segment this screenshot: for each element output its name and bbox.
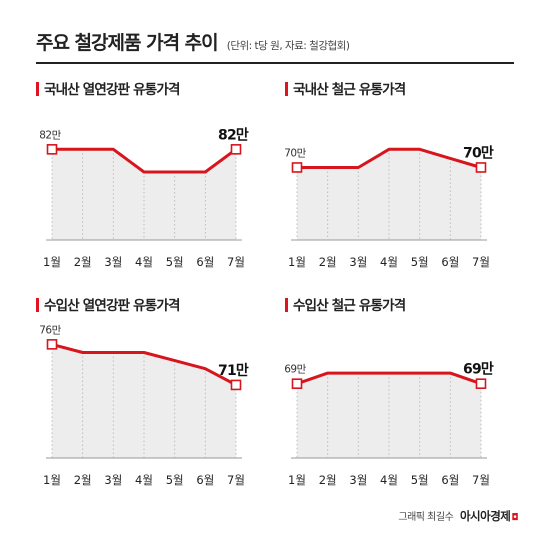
- month-tick-label: 4월: [380, 255, 398, 269]
- endpoint-marker: [46, 339, 58, 350]
- month-tick-label: 2월: [74, 473, 92, 487]
- month-tick-label: 6월: [196, 473, 214, 487]
- panel-title-domestic-rebar: 국내산 철근 유통가격: [285, 78, 406, 98]
- month-tick-label: 7월: [227, 255, 245, 269]
- month-tick-label: 3월: [104, 255, 122, 269]
- panel-accent-bar: [285, 298, 288, 312]
- month-tick-label: 4월: [135, 255, 153, 269]
- month-tick-label: 6월: [441, 473, 459, 487]
- start-value-label: 76만: [39, 324, 61, 336]
- panel-title-domestic-hot-rolled: 국내산 열연강판 유통가격: [36, 78, 180, 98]
- endpoint-marker: [46, 144, 58, 155]
- graphic-credit: 그래픽 최길수: [398, 512, 454, 523]
- panel-accent-bar: [36, 82, 39, 96]
- month-tick-label: 5월: [166, 255, 184, 269]
- month-tick-label: 1월: [288, 255, 306, 269]
- end-value-label: 82만: [218, 127, 249, 143]
- area-fill: [52, 149, 236, 240]
- endpoint-marker: [475, 162, 487, 173]
- end-value-label: 70만: [463, 145, 494, 161]
- month-tick-label: 6월: [441, 255, 459, 269]
- panel-accent-bar: [36, 298, 39, 312]
- endpoint-marker: [230, 379, 242, 391]
- end-value-label: 69만: [463, 362, 494, 378]
- unit-source-note: (단위: t당 원, 자료: 철강협회): [226, 40, 350, 52]
- month-tick-label: 5월: [166, 473, 184, 487]
- price-line: [51, 342, 237, 387]
- month-tick-label: 3월: [349, 255, 367, 269]
- month-tick-label: 2월: [74, 255, 92, 269]
- price-line: [52, 147, 237, 174]
- month-tick-label: 3월: [104, 473, 122, 487]
- panel-title-text: 국내산 철근 유통가격: [293, 82, 406, 98]
- month-tick-label: 4월: [380, 473, 398, 487]
- panel-title-text: 수입산 철근 유통가격: [293, 298, 406, 314]
- month-tick-label: 5월: [411, 473, 429, 487]
- panel-title-imported-hot-rolled: 수입산 열연강판 유통가격: [36, 294, 180, 314]
- brand-logo-mark: ◘: [511, 513, 518, 523]
- month-tick-label: 2월: [319, 473, 337, 487]
- month-tick-label: 1월: [43, 255, 61, 269]
- end-value-label: 71만: [218, 363, 249, 379]
- endpoint-marker: [291, 162, 303, 173]
- main-title: 주요 철강제품 가격 추이: [36, 32, 219, 54]
- panel-title-imported-rebar: 수입산 철근 유통가격: [285, 294, 406, 314]
- endpoint-marker: [291, 378, 303, 389]
- month-tick-label: 1월: [43, 473, 61, 487]
- start-value-label: 70만: [284, 147, 306, 159]
- price-line: [297, 147, 482, 169]
- month-tick-label: 3월: [349, 473, 367, 487]
- chart-header: 주요 철강제품 가격 추이 (단위: t당 원, 자료: 철강협회): [36, 28, 350, 55]
- month-tick-label: 5월: [411, 255, 429, 269]
- start-value-label: 69만: [284, 364, 306, 376]
- month-tick-label: 1월: [288, 473, 306, 487]
- price-line: [296, 371, 482, 386]
- month-tick-label: 6월: [196, 255, 214, 269]
- month-tick-label: 4월: [135, 473, 153, 487]
- area-fill: [297, 373, 481, 458]
- panel-title-text: 국내산 열연강판 유통가격: [44, 82, 180, 98]
- panel-title-text: 수입산 열연강판 유통가격: [44, 298, 180, 314]
- footer-credit: 그래픽 최길수 아시아경제◘: [398, 508, 518, 524]
- panel-accent-bar: [285, 82, 288, 96]
- endpoint-marker: [475, 378, 487, 389]
- month-tick-label: 7월: [472, 473, 490, 487]
- publisher-brand: 아시아경제: [459, 509, 511, 523]
- start-value-label: 82만: [39, 129, 61, 141]
- header-rule: [36, 62, 514, 64]
- endpoint-marker: [230, 144, 242, 155]
- month-tick-label: 7월: [472, 255, 490, 269]
- month-tick-label: 7월: [227, 473, 245, 487]
- month-tick-label: 2월: [319, 255, 337, 269]
